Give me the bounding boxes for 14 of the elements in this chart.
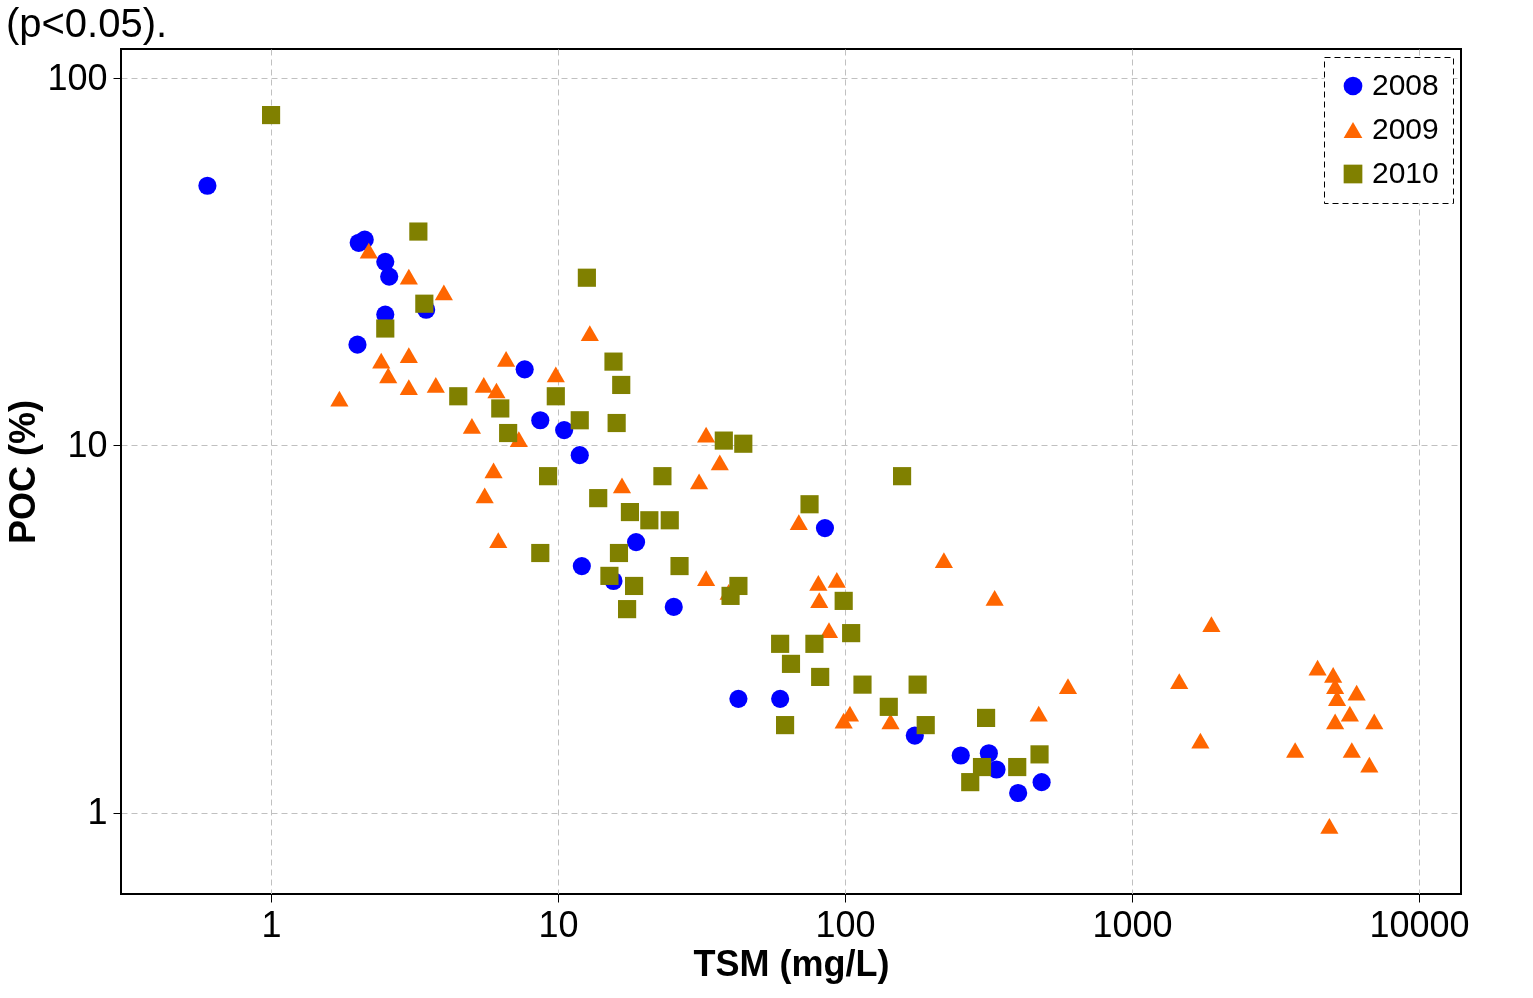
x-tick-label: 1 [261,903,282,945]
y-tick-label: 100 [47,56,108,98]
y-tick-label: 10 [67,423,108,465]
legend-label: 2008 [1372,68,1439,101]
y-tick-label: 1 [87,791,108,833]
x-tick-label: 10 [538,903,579,945]
legend-label: 2010 [1372,156,1439,189]
y-axis-title: POC (%) [2,400,44,544]
x-tick-label: 100 [815,903,876,945]
x-tick-label: 1000 [1092,903,1173,945]
chart-title: (p<0.05). [5,1,168,45]
x-tick-label: 10000 [1369,903,1470,945]
x-axis-title: TSM (mg/L) [693,942,890,984]
legend-label: 2009 [1372,112,1439,145]
